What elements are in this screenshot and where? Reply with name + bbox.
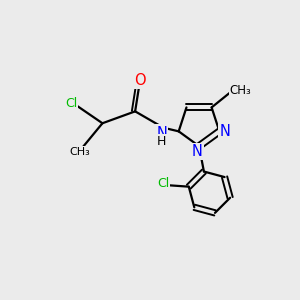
- Text: Cl: Cl: [65, 97, 77, 110]
- Text: Cl: Cl: [157, 177, 169, 190]
- Text: N: N: [157, 126, 167, 141]
- Text: CH₃: CH₃: [230, 84, 251, 97]
- Text: N: N: [192, 144, 203, 159]
- Text: N: N: [219, 124, 230, 139]
- Text: H: H: [157, 136, 167, 148]
- Text: O: O: [134, 73, 146, 88]
- Text: CH₃: CH₃: [70, 147, 91, 157]
